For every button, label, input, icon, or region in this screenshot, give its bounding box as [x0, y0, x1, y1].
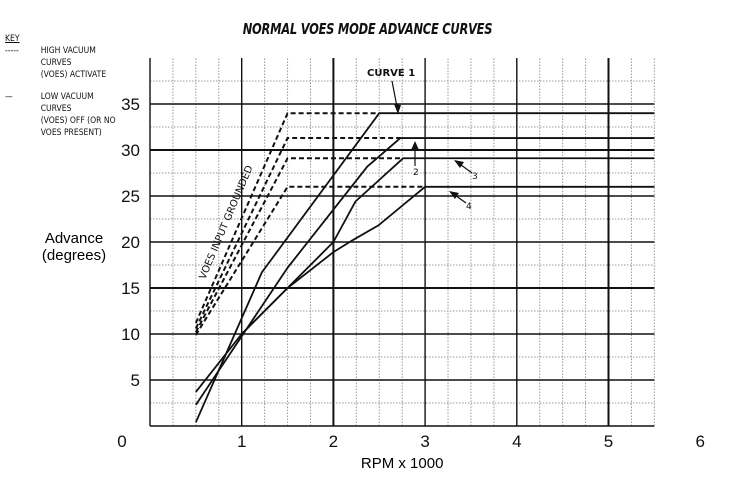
- y-tick-label: 10: [121, 325, 140, 344]
- y-axis-label-line1: Advance: [45, 230, 103, 247]
- annotation-voes-input-grounded: VOES INPUT GROUNDED: [198, 164, 256, 281]
- y-tick-label: 15: [121, 279, 140, 298]
- annotation-curve-1: CURVE 1: [367, 68, 415, 79]
- y-tick-label: 25: [121, 187, 140, 206]
- x-tick-label: 3: [420, 432, 429, 451]
- y-tick-label: 5: [131, 371, 140, 390]
- x-tick-label: 5: [604, 432, 613, 451]
- arrowhead-curve-1: [394, 104, 401, 114]
- x-tick-label: 0: [117, 432, 126, 451]
- series-line-3: [195, 157, 655, 393]
- legend-title: KEY: [5, 34, 20, 44]
- legend-solid-line3: (VOES) OFF (OR NO: [40, 116, 116, 126]
- x-tick-label: 1: [237, 432, 246, 451]
- y-axis-label-line2: (degrees): [42, 247, 106, 264]
- series-line-4: [241, 185, 655, 335]
- legend-dashed-line3: (VOES) ACTIVATE: [40, 70, 107, 80]
- series-line-5: [194, 112, 380, 324]
- annotation-curve-3: 3: [472, 172, 478, 182]
- arrowhead-curve-2: [411, 141, 419, 150]
- x-tick-label: 6: [695, 432, 704, 451]
- legend-key: KEY ----- HIGH VACUUM CURVES (VOES) ACTI…: [5, 33, 116, 139]
- annotation-curve-2: 2: [413, 168, 419, 178]
- x-tick-label: 2: [329, 432, 338, 451]
- legend-dashed-swatch: -----: [5, 46, 19, 56]
- y-tick-label: 30: [121, 141, 140, 160]
- legend-dashed-line1: HIGH VACUUM: [40, 46, 96, 56]
- legend-solid-line4: VOES PRESENT): [40, 128, 102, 138]
- series-line-1: [195, 112, 655, 423]
- series-line-6: [194, 137, 401, 329]
- annotation-curve-4: 4: [466, 202, 472, 212]
- y-tick-label: 20: [121, 233, 140, 252]
- y-tick-label: 35: [121, 95, 140, 114]
- arrowhead-curve-3: [454, 160, 464, 168]
- x-tick-label: 4: [512, 432, 521, 451]
- legend-solid-line2: CURVES: [40, 104, 72, 114]
- legend-solid-line1: LOW VACUUM: [40, 92, 94, 102]
- legend-dashed-line2: CURVES: [40, 58, 72, 68]
- chart-title: NORMAL VOES MODE ADVANCE CURVES: [242, 20, 493, 38]
- legend-solid-swatch: —: [5, 92, 13, 102]
- x-axis-label: RPM x 1000: [361, 455, 444, 472]
- series-line-2: [195, 137, 655, 406]
- arrowhead-curve-4: [449, 191, 459, 199]
- series-line-7: [194, 157, 404, 333]
- series-line-8: [194, 185, 426, 336]
